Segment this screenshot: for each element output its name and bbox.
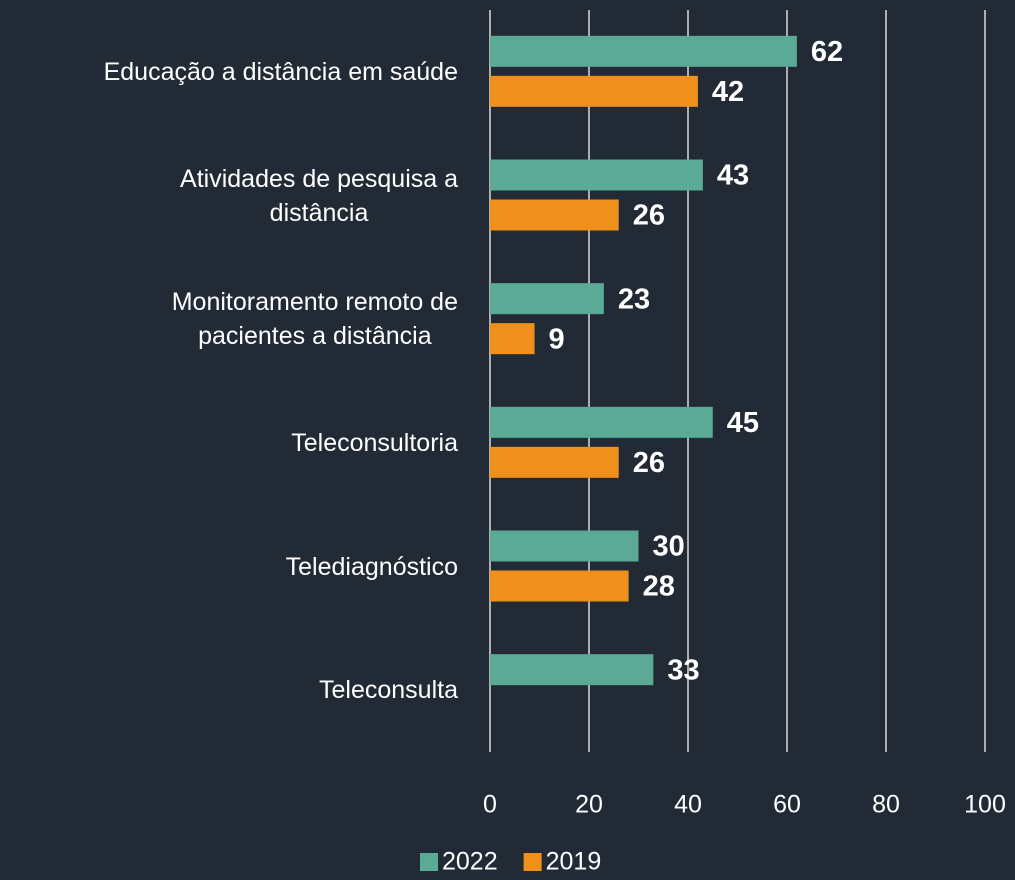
category-text: Educação a distância em saúde bbox=[103, 57, 458, 86]
value-label: 62 bbox=[811, 36, 843, 68]
category-label: Telediagnóstico bbox=[286, 550, 458, 584]
x-tick-label: 80 bbox=[872, 791, 900, 819]
value-label: 45 bbox=[727, 407, 759, 439]
category-text: Telediagnóstico bbox=[285, 552, 458, 581]
category-label: Teleconsulta bbox=[319, 673, 458, 707]
legend-swatch bbox=[420, 853, 438, 871]
legend-swatch bbox=[523, 853, 542, 871]
legend-label: 2022 bbox=[442, 848, 498, 876]
legend-label: 2019 bbox=[546, 848, 602, 876]
category-label: Atividades de pesquisa a distância bbox=[180, 162, 458, 230]
bar bbox=[490, 654, 654, 686]
x-tick-label: 20 bbox=[575, 791, 603, 819]
value-label: 23 bbox=[618, 283, 650, 315]
category-text: Monitoramento remoto de pacientes a dist… bbox=[171, 288, 458, 351]
category-label: Educação a distância em saúde bbox=[104, 55, 458, 89]
bar bbox=[490, 570, 629, 602]
value-label: 33 bbox=[667, 654, 699, 686]
value-label: 43 bbox=[717, 160, 749, 192]
value-label: 28 bbox=[643, 571, 675, 603]
bar bbox=[490, 35, 797, 67]
value-label: 9 bbox=[549, 323, 565, 355]
bar bbox=[490, 199, 619, 231]
bar bbox=[490, 530, 639, 562]
category-text: Atividades de pesquisa a distância bbox=[180, 164, 458, 227]
value-label: 26 bbox=[633, 447, 665, 479]
category-label: Teleconsultoria bbox=[291, 426, 458, 460]
x-tick-label: 40 bbox=[674, 791, 702, 819]
bar bbox=[490, 283, 604, 315]
bar bbox=[490, 446, 619, 478]
value-label: 26 bbox=[633, 200, 665, 232]
bar bbox=[490, 406, 713, 438]
bar bbox=[490, 323, 535, 355]
x-tick-label: 60 bbox=[773, 791, 801, 819]
bar bbox=[490, 159, 703, 191]
x-tick-label: 100 bbox=[964, 791, 1006, 819]
value-label: 30 bbox=[653, 531, 685, 563]
value-label: 42 bbox=[712, 76, 744, 108]
bar bbox=[490, 75, 698, 107]
category-text: Teleconsultoria bbox=[291, 428, 458, 457]
category-text: Teleconsulta bbox=[319, 676, 458, 705]
x-tick-label: 0 bbox=[483, 791, 497, 819]
category-label: Monitoramento remoto de pacientes a dist… bbox=[172, 285, 458, 353]
